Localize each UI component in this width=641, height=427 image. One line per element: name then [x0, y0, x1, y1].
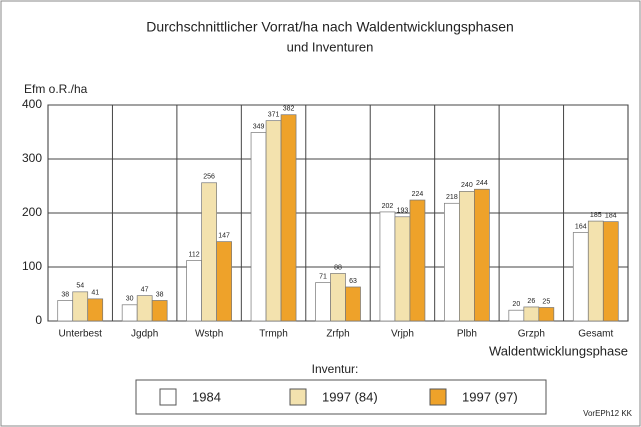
bar [265, 120, 282, 322]
value-label: 38 [156, 291, 164, 298]
y-tick-label: 100 [22, 259, 42, 273]
bar [587, 220, 604, 322]
x-axis-label: Waldentwicklungsphase [489, 343, 628, 358]
value-label: 41 [91, 290, 99, 297]
x-tick-label: Plbh [457, 329, 477, 340]
bar [572, 232, 589, 322]
value-label: 26 [527, 298, 535, 305]
x-tick-label: Unterbest [59, 329, 103, 340]
legend-swatch [429, 388, 447, 406]
bar [409, 199, 426, 322]
value-label: 382 [283, 106, 295, 113]
footer: VorEPh12 KK [583, 409, 633, 418]
legend-label: 1997 (97) [462, 389, 518, 404]
value-label: 147 [218, 232, 230, 239]
bar [474, 188, 490, 322]
bar [345, 286, 361, 322]
legend-swatch [159, 388, 177, 406]
bar [57, 300, 74, 322]
chart-subtitle: und Inventuren [287, 39, 374, 54]
legend-box [135, 379, 547, 415]
bar [330, 273, 346, 322]
legend-title: Inventur: [312, 362, 359, 376]
legend-label: 1984 [192, 389, 221, 404]
value-label: 371 [268, 112, 280, 119]
value-label: 63 [349, 278, 357, 285]
bar [151, 300, 168, 322]
value-label: 244 [476, 180, 488, 187]
bar [379, 211, 396, 322]
value-label: 202 [382, 203, 394, 210]
bar [216, 241, 232, 322]
bar [136, 295, 153, 322]
value-label: 185 [590, 212, 602, 219]
x-tick-label: Jgdph [131, 329, 158, 340]
bar [250, 132, 267, 322]
y-tick-label: 300 [22, 151, 42, 165]
bar [186, 260, 202, 322]
value-label: 218 [446, 194, 458, 201]
y-tick-label: 200 [22, 205, 42, 219]
x-tick-label: Gesamt [578, 329, 613, 340]
value-label: 30 [126, 296, 134, 303]
bar [72, 291, 89, 322]
bar [538, 307, 555, 322]
bar [444, 202, 460, 322]
value-label: 20 [512, 301, 520, 308]
bar [87, 298, 104, 322]
y-tick-label: 0 [35, 313, 42, 327]
x-tick-label: Trmph [259, 329, 288, 340]
value-label: 38 [61, 291, 69, 298]
value-label: 112 [189, 251, 200, 258]
y-axis-label: Efm o.R./ha [24, 82, 88, 96]
bar [121, 304, 138, 322]
value-label: 47 [141, 286, 149, 293]
value-label: 71 [319, 274, 327, 281]
value-label: 54 [76, 283, 84, 290]
x-tick-label: Wstph [195, 329, 223, 340]
x-tick-label: Vrjph [391, 329, 414, 340]
chart-title: Durchschnittlicher Vorrat/ha nach Walden… [146, 19, 514, 35]
bar [602, 221, 619, 322]
bar [394, 216, 411, 322]
value-label: 88 [334, 264, 342, 271]
bar [459, 191, 475, 322]
bar [508, 309, 525, 322]
bar [280, 114, 297, 322]
y-tick-label: 400 [22, 97, 42, 111]
value-label: 193 [397, 208, 409, 215]
value-label: 349 [253, 123, 265, 130]
value-label: 184 [605, 212, 617, 219]
bar [201, 182, 217, 322]
value-label: 224 [412, 191, 424, 198]
value-label: 256 [203, 174, 215, 181]
bar [523, 306, 540, 322]
value-label: 240 [461, 182, 473, 189]
x-tick-label: Grzph [518, 329, 545, 340]
value-label: 25 [542, 298, 550, 305]
value-label: 164 [575, 223, 587, 230]
x-tick-label: Zrfph [326, 329, 349, 340]
legend-swatch [289, 388, 307, 406]
legend-label: 1997 (84) [322, 389, 378, 404]
bar [315, 282, 331, 322]
